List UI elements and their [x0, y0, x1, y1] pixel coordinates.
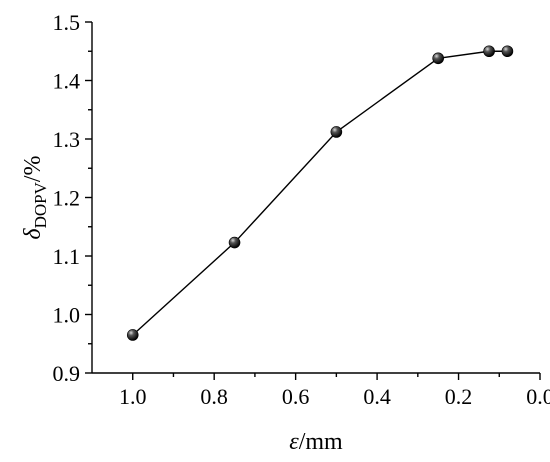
y-axis-symbol: δ [20, 228, 46, 240]
y-tick-label: 1.5 [53, 10, 81, 35]
x-axis-symbol: ε [289, 429, 299, 455]
x-tick-label: 0.2 [445, 384, 473, 409]
y-tick-label: 1.1 [53, 244, 81, 269]
y-axis-title: δDOPV/% [20, 155, 50, 239]
series [126, 45, 514, 341]
axes [91, 22, 540, 374]
y-tick-label: 1.2 [53, 186, 81, 211]
data-point [483, 45, 495, 58]
data-point [432, 52, 444, 65]
data-point [126, 329, 139, 341]
data-point [501, 45, 514, 58]
data-point [228, 236, 241, 249]
x-tick-label: 0.6 [282, 384, 310, 409]
y-tick-label: 1.4 [53, 69, 81, 94]
series-line [132, 50, 508, 336]
y-axis-unit: /% [20, 155, 46, 182]
ticks: 1.0 0.8 0.6 0.4 0.2 0.0 0.9 1.0 1.1 1.2 1.3 1.4 1.5 [53, 10, 550, 409]
x-axis-title: ε/mm [289, 429, 343, 455]
y-axis-subscript: DOPV [31, 181, 50, 228]
x-tick-label: 0.8 [200, 384, 228, 409]
x-axis-unit: /mm [299, 429, 343, 455]
y-tick-label: 1.0 [53, 303, 81, 328]
x-tick-label: 0.4 [363, 384, 391, 409]
y-tick-label: 1.3 [53, 127, 81, 152]
y-tick-label: 0.9 [53, 361, 81, 386]
data-point [330, 126, 343, 138]
x-tick-label: 1.0 [119, 384, 147, 409]
x-tick-label: 0.0 [526, 384, 550, 409]
